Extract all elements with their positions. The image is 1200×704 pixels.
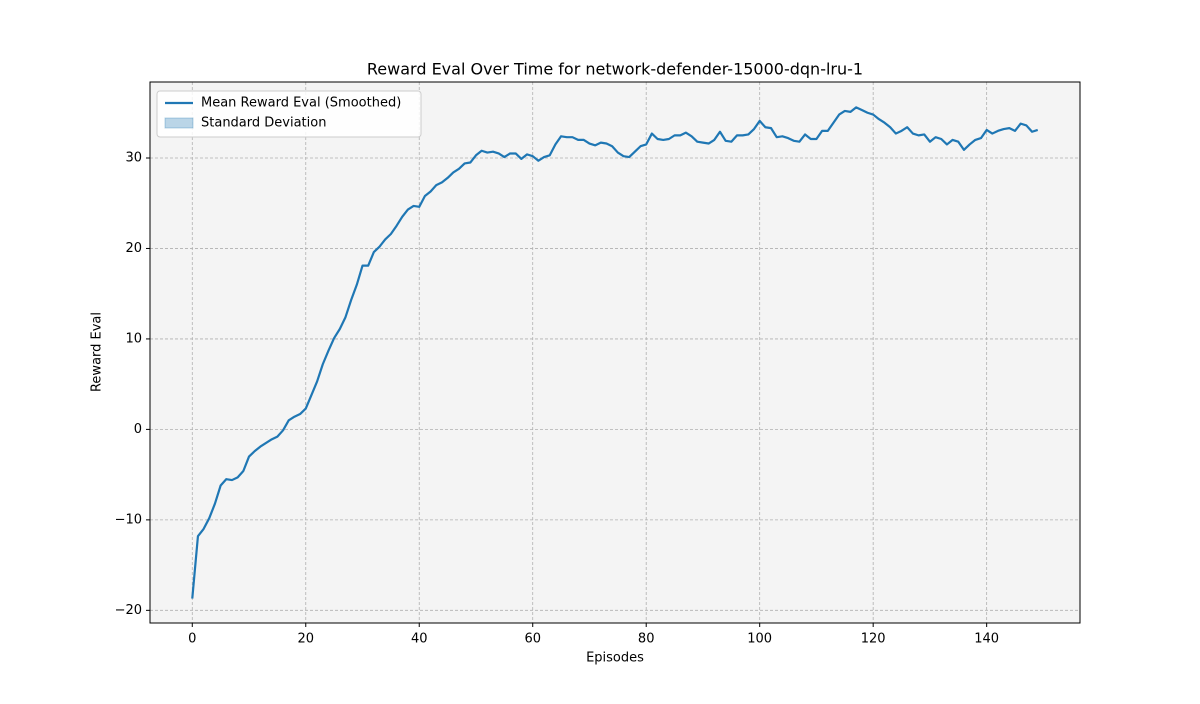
x-axis-label: Episodes [586,651,644,666]
x-tick-label: 100 [747,632,772,647]
y-axis-label: Reward Eval [90,312,105,392]
legend-label: Mean Reward Eval (Smoothed) [201,96,401,111]
y-tick-label: −20 [115,603,142,618]
legend-swatch [164,117,194,129]
legend-box [156,90,422,138]
x-tick-label: 0 [188,632,196,647]
y-tick-label: −10 [115,512,142,527]
legend-label: Standard Deviation [201,116,326,131]
x-tick-label: 20 [297,632,314,647]
y-tick-label: 10 [125,331,142,346]
y-tick-label: 20 [125,241,142,256]
axes-frame [149,81,1081,624]
x-tick-label: 40 [411,632,428,647]
x-tick-label: 120 [861,632,886,647]
x-tick-label: 60 [524,632,541,647]
x-tick-label: 140 [974,632,999,647]
y-tick-label: 30 [125,150,142,165]
y-tick-label: 0 [134,422,142,437]
line-series [191,106,1039,599]
x-tick-label: 80 [638,632,655,647]
chart-title: Reward Eval Over Time for network-defend… [367,60,863,79]
plot-area [150,82,1080,623]
